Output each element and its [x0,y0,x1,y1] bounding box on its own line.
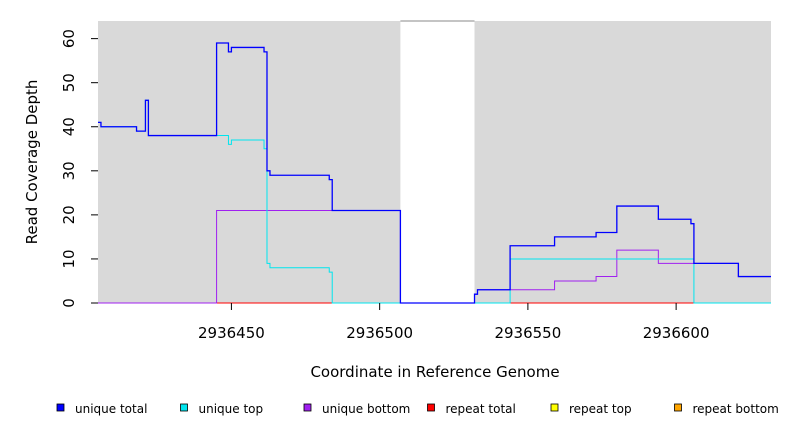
legend-label: repeat total [446,402,516,416]
legend: unique total unique top unique bottom repea… [56,402,779,416]
x-tick-label: 2936450 [198,324,265,342]
legend-label: repeat bottom [693,402,779,416]
y-tick-label: 40 [60,117,78,136]
x-tick-label: 2936550 [494,324,561,342]
x-tick-label: 2936500 [346,324,413,342]
y-tick-label: 0 [60,298,78,308]
legend-swatch [550,403,559,412]
legend-swatch [427,403,435,412]
y-tick-label: 30 [60,161,78,180]
y-tick-label: 60 [60,29,78,48]
x-tick-label: 2936600 [643,324,710,342]
series-layer [98,42,771,304]
legend-label: unique total [75,402,147,416]
legend-swatch [303,403,312,412]
y-axis-title: Read Coverage Depth [23,80,41,245]
legend-label: unique bottom [322,402,410,416]
y-tick-label: 10 [60,249,78,268]
plot-background-left [98,21,401,303]
y-tick-label: 50 [60,73,78,92]
series-line-unique-total [98,42,771,304]
x-axis: 2936450 2936500 2936550 2936600 [198,303,710,342]
y-axis: 0 10 20 30 40 50 60 [60,29,98,308]
legend-label: unique top [199,402,264,416]
x-axis-title: Coordinate in Reference Genome [310,363,559,381]
legend-swatch [674,403,682,412]
legend-label: repeat top [569,402,632,416]
legend-swatch [180,403,188,412]
legend-swatch [56,403,65,412]
plot-background-right [474,21,771,303]
y-tick-label: 20 [60,205,78,224]
